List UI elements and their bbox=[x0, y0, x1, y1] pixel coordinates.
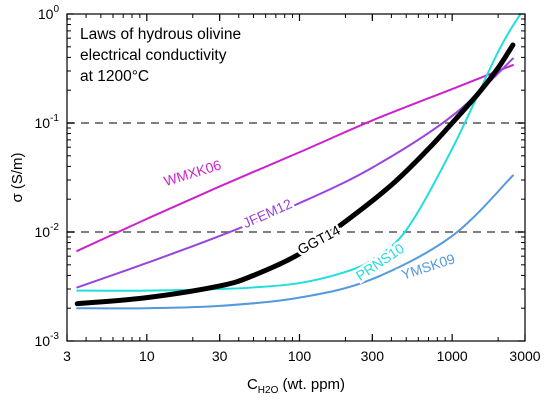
y-axis-label: σ (S/m) bbox=[9, 152, 26, 202]
x-axis-label: CH2O (wt. ppm) bbox=[247, 376, 345, 396]
series-line-ggt14 bbox=[74, 42, 516, 307]
y-tick-label: 100 bbox=[38, 4, 60, 22]
series-label-ymsk09: YMSK09 bbox=[399, 250, 457, 282]
y-tick-label: 10-1 bbox=[35, 113, 60, 131]
series-lines bbox=[74, 14, 522, 310]
x-tick-label: 300 bbox=[361, 348, 385, 364]
series-label-prns10: PRNS10 bbox=[353, 240, 407, 284]
x-tick-label: 10 bbox=[139, 348, 155, 364]
x-axis-label-prefix: C bbox=[247, 376, 258, 393]
series-label-jfem12: JFEM12 bbox=[240, 195, 294, 231]
y-tick-label: 10-3 bbox=[35, 331, 60, 349]
x-axis-ticks: 3 10 30 100 300 1000 3000 bbox=[63, 14, 541, 364]
series-line-ymsk09 bbox=[76, 174, 514, 310]
x-tick-label: 30 bbox=[212, 348, 228, 364]
x-axis-label-suffix: (wt. ppm) bbox=[278, 376, 345, 393]
series-label-wmxk06: WMXK06 bbox=[162, 156, 223, 189]
x-tick-label: 3000 bbox=[509, 348, 540, 364]
x-tick-label: 100 bbox=[288, 348, 312, 364]
series-label-ggt14: GGT14 bbox=[295, 222, 343, 258]
chart-title-line: Laws of hydrous olivine bbox=[80, 26, 241, 43]
x-tick-label: 1000 bbox=[437, 348, 468, 364]
y-axis-ticks: 10-3 10-2 10-1 100 bbox=[35, 4, 525, 349]
y-tick-label: 10-2 bbox=[35, 222, 60, 240]
plot-frame bbox=[66, 13, 526, 342]
chart-title: Laws of hydrous olivine electrical conduc… bbox=[80, 26, 241, 85]
x-axis-label-subscript: H2O bbox=[258, 385, 279, 396]
chart-title-line: electrical conductivity bbox=[80, 47, 227, 64]
chart-title-line: at 1200°C bbox=[80, 68, 149, 85]
x-tick-label: 3 bbox=[63, 348, 71, 364]
series-line-jfem12 bbox=[76, 57, 514, 289]
series-line-wmxk06 bbox=[76, 64, 514, 252]
reference-lines bbox=[67, 122, 525, 233]
